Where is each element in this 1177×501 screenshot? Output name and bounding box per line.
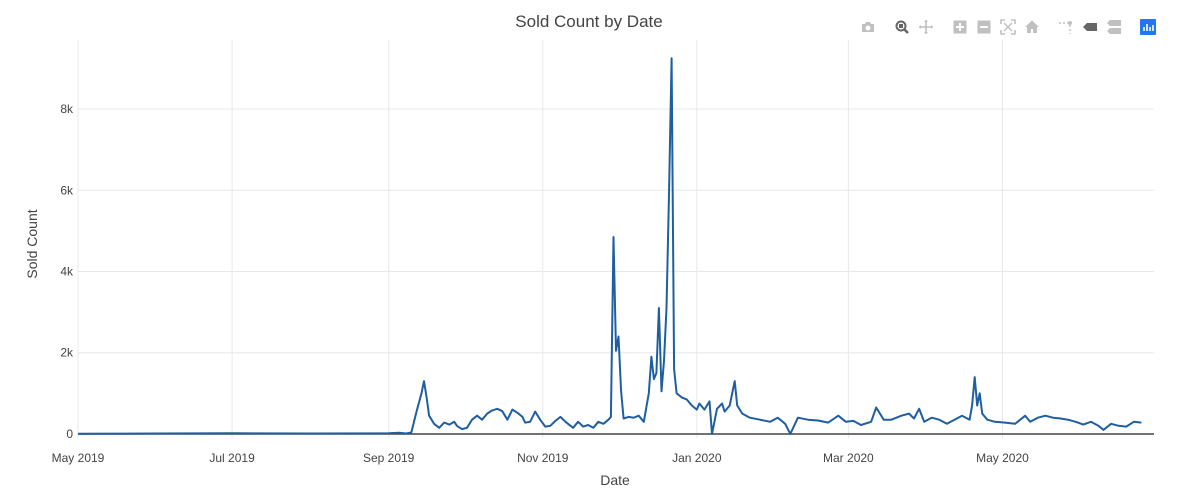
pan-icon[interactable] bbox=[915, 16, 937, 38]
modebar bbox=[857, 16, 1159, 38]
y-tick-label: 4k bbox=[60, 264, 74, 278]
hover-compare-icon[interactable] bbox=[1103, 16, 1125, 38]
y-tick-label: 0 bbox=[66, 427, 73, 441]
x-tick-label: Nov 2019 bbox=[517, 451, 569, 465]
x-gridlines bbox=[77, 40, 1003, 438]
x-tick-labels: May 2019 Jul 2019 Sep 2019 Nov 2019 Jan 2020… bbox=[52, 451, 1029, 465]
spike-lines-icon[interactable] bbox=[1055, 16, 1077, 38]
zoom-in-icon[interactable] bbox=[949, 16, 971, 38]
autoscale-icon[interactable] bbox=[997, 16, 1019, 38]
x-axis-title: Date bbox=[600, 472, 630, 488]
chart-title: Sold Count by Date bbox=[515, 12, 662, 31]
hover-closest-icon[interactable] bbox=[1079, 16, 1101, 38]
y-tick-label: 8k bbox=[60, 102, 74, 116]
x-tick-label: May 2020 bbox=[976, 451, 1029, 465]
y-axis-title: Sold Count bbox=[24, 209, 40, 278]
camera-icon[interactable] bbox=[857, 16, 879, 38]
x-tick-label: Sep 2019 bbox=[363, 451, 415, 465]
series-layer bbox=[77, 57, 1142, 435]
y-tick-labels: 0 2k 4k 6k 8k bbox=[60, 102, 74, 441]
x-tick-label: Mar 2020 bbox=[823, 451, 874, 465]
y-tick-label: 2k bbox=[60, 346, 74, 360]
zoom-out-icon[interactable] bbox=[973, 16, 995, 38]
x-tick-label: Jan 2020 bbox=[672, 451, 722, 465]
y-tick-label: 6k bbox=[60, 183, 74, 197]
series-line bbox=[77, 57, 1142, 435]
x-tick-label: May 2019 bbox=[52, 451, 105, 465]
plotly-logo-icon[interactable] bbox=[1137, 16, 1159, 38]
home-icon[interactable] bbox=[1021, 16, 1043, 38]
zoom-icon[interactable] bbox=[891, 16, 913, 38]
y-gridlines bbox=[78, 108, 1154, 435]
x-tick-label: Jul 2019 bbox=[209, 451, 255, 465]
